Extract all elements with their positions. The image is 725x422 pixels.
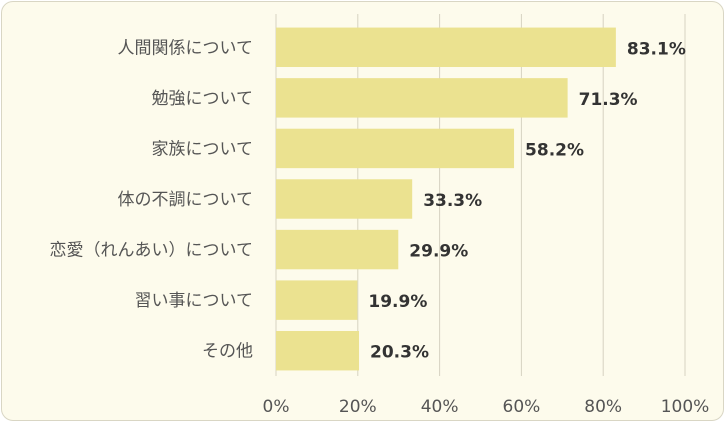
x-tick-label-80: 80% [584,397,622,417]
bar-2 [276,128,515,169]
x-tick-label-0: 0% [263,397,290,417]
bar-0 [276,27,616,68]
category-label-0: 人間関係について [118,38,254,58]
category-label-2: 家族について [152,139,254,159]
value-label-5: 19.9% [368,292,427,312]
x-tick-label-20: 20% [339,397,377,417]
x-tick-label-100: 100% [661,397,710,417]
value-label-4: 29.9% [409,242,468,262]
value-label-1: 71.3% [579,90,638,110]
x-axis-tick-labels: 0% 20% 40% 60% 80% 100% [263,397,710,417]
value-label-0: 83.1% [627,39,686,59]
category-label-6: その他 [202,342,253,362]
bars [276,27,616,371]
category-label-1: 勉強について [152,89,254,109]
value-label-2: 58.2% [525,140,584,160]
category-label-3: 体の不調について [118,190,254,210]
value-labels: 83.1% 71.3% 58.2% 33.3% 29.9% 19.9% 20.3% [368,39,685,362]
x-tick-label-40: 40% [421,397,459,417]
bar-5 [276,280,358,320]
category-labels: 人間関係について勉強について家族について体の不調について恋愛（れんあい）について… [50,38,254,361]
category-label-4: 恋愛（れんあい）について [50,240,254,261]
bar-1 [276,78,568,118]
value-label-6: 20.3% [370,343,429,363]
bar-6 [276,330,360,371]
bar-4 [276,229,399,270]
bar-3 [276,179,413,219]
category-label-5: 習い事について [135,291,254,311]
x-tick-label-60: 60% [503,397,541,417]
value-label-3: 33.3% [423,191,482,211]
